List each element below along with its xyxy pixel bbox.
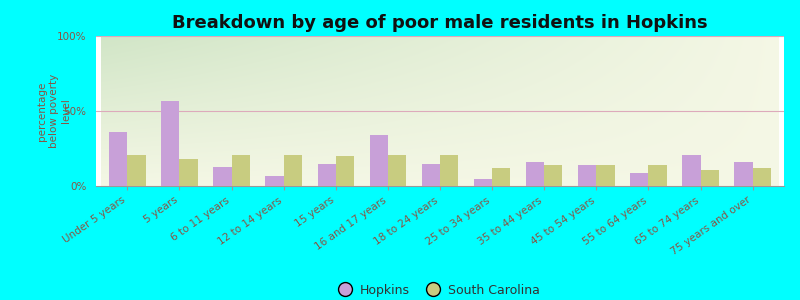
Bar — [231, 154, 250, 186]
Bar — [370, 135, 388, 186]
Title: Breakdown by age of poor male residents in Hopkins: Breakdown by age of poor male residents … — [172, 14, 708, 32]
Bar — [440, 154, 458, 186]
Bar — [734, 162, 753, 186]
Bar — [161, 100, 179, 186]
Bar — [630, 172, 649, 186]
Bar — [701, 169, 719, 186]
Bar — [422, 164, 440, 186]
Bar — [318, 164, 336, 186]
Bar — [214, 167, 231, 186]
Bar — [596, 165, 614, 186]
Bar — [753, 168, 771, 186]
Bar — [682, 154, 701, 186]
Bar — [388, 154, 406, 186]
Bar — [544, 165, 562, 186]
Y-axis label: percentage
below poverty
level: percentage below poverty level — [38, 74, 70, 148]
Bar — [578, 165, 596, 186]
Bar — [127, 154, 146, 186]
Bar — [526, 162, 544, 186]
Legend: Hopkins, South Carolina: Hopkins, South Carolina — [334, 279, 546, 300]
Bar — [492, 168, 510, 186]
Bar — [649, 165, 666, 186]
Bar — [336, 156, 354, 186]
Bar — [474, 178, 492, 186]
Bar — [179, 159, 198, 186]
Bar — [266, 176, 284, 186]
Bar — [284, 154, 302, 186]
Bar — [109, 132, 127, 186]
